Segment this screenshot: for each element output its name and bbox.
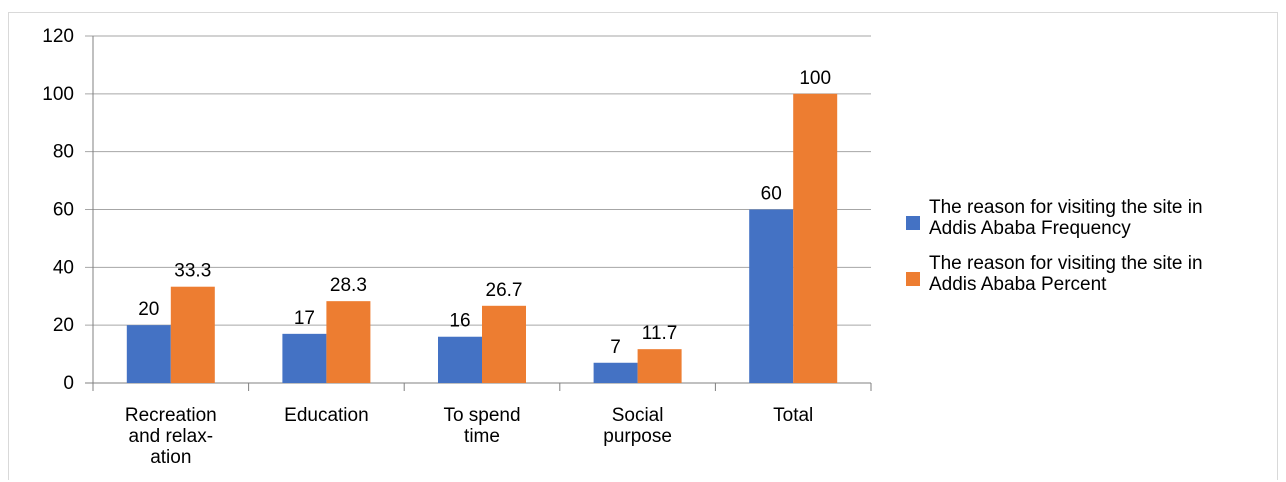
y-tick-label: 40 <box>53 257 74 278</box>
y-tick-label: 100 <box>42 84 74 105</box>
bar <box>282 333 327 383</box>
legend-swatch <box>906 216 920 230</box>
bar <box>749 209 794 383</box>
data-label: 17 <box>294 308 315 329</box>
data-label: 11.7 <box>642 323 678 344</box>
legend-swatch <box>906 272 920 286</box>
bar <box>438 336 482 383</box>
data-label: 7 <box>610 337 621 358</box>
y-tick-label: 20 <box>53 315 74 336</box>
data-label: 100 <box>799 68 831 89</box>
legend-entry: The reason for visiting the site in Addis… <box>929 197 1203 239</box>
chart-frame <box>8 12 1278 480</box>
bar <box>326 301 371 383</box>
data-label: 20 <box>138 299 159 320</box>
data-label: 28.3 <box>330 275 367 296</box>
legend-entry: The reason for visiting the site in Addis… <box>929 253 1203 295</box>
bar <box>793 93 838 383</box>
x-category-label: To spend time <box>443 405 520 447</box>
bar <box>126 325 171 383</box>
data-label: 33.3 <box>174 261 211 282</box>
y-tick-label: 120 <box>42 26 74 47</box>
bar <box>482 305 526 383</box>
y-tick-label: 80 <box>53 142 74 163</box>
x-category-label: Education <box>284 405 369 426</box>
bar <box>637 349 682 383</box>
x-category-label: Total <box>773 405 813 426</box>
data-label: 26.7 <box>486 280 523 301</box>
x-category-label: Recreation and relax-ation <box>125 405 217 468</box>
bar <box>593 362 638 383</box>
data-label: 60 <box>761 184 782 205</box>
y-tick-label: 0 <box>63 373 74 394</box>
y-tick-label: 60 <box>53 200 74 221</box>
data-label: 16 <box>449 311 470 332</box>
x-category-label: Social purpose <box>603 405 672 447</box>
bar <box>170 286 215 383</box>
